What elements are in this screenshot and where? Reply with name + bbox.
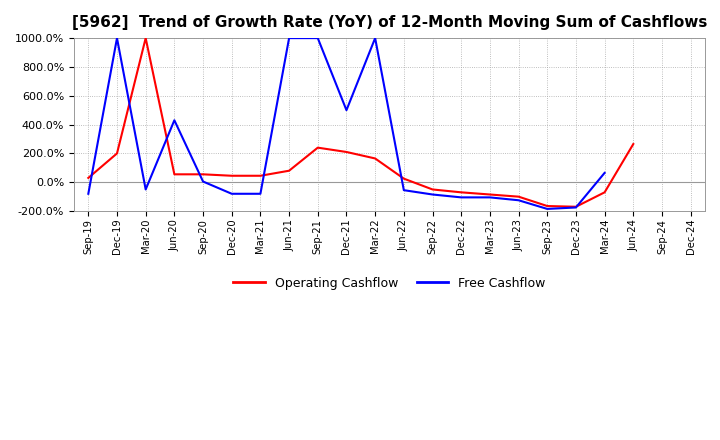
Title: [5962]  Trend of Growth Rate (YoY) of 12-Month Moving Sum of Cashflows: [5962] Trend of Growth Rate (YoY) of 12-… [72, 15, 707, 30]
Legend: Operating Cashflow, Free Cashflow: Operating Cashflow, Free Cashflow [228, 272, 551, 295]
